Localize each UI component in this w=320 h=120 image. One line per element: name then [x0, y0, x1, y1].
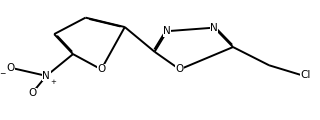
Text: N: N [210, 23, 218, 33]
Text: +: + [50, 79, 56, 85]
Text: N: N [163, 26, 171, 36]
Text: O: O [28, 88, 36, 98]
Text: −: − [0, 69, 5, 78]
Text: O: O [97, 64, 105, 74]
Text: O: O [176, 64, 184, 74]
Text: O: O [6, 63, 14, 73]
Text: Cl: Cl [300, 70, 310, 80]
Text: N: N [43, 71, 50, 81]
